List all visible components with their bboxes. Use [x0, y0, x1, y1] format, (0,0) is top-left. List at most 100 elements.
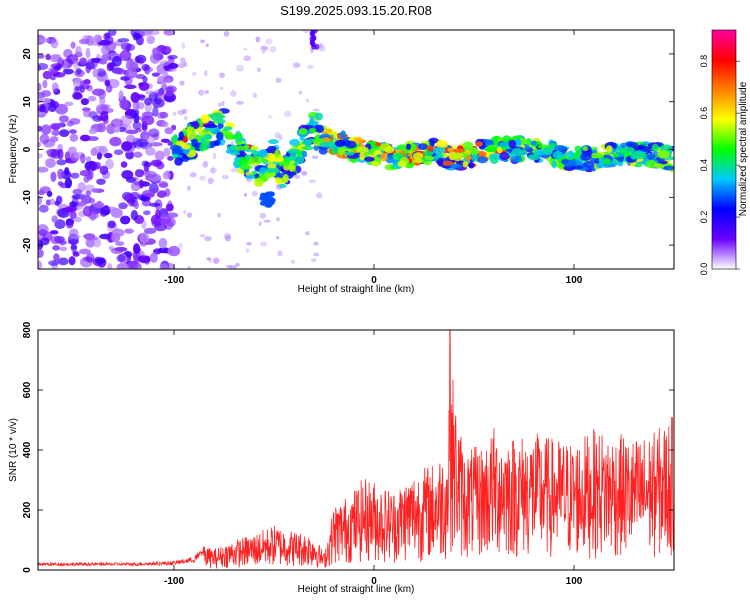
spectrogram-cell — [160, 138, 170, 143]
spectrogram-cell — [440, 160, 454, 166]
spectrogram-cell — [73, 216, 83, 223]
spectrogram-cell — [259, 212, 266, 219]
spectrogram-cell — [654, 163, 663, 169]
spectrogram-cell — [412, 152, 424, 160]
y-tick-label: 600 — [22, 381, 33, 398]
x-tick-label: -100 — [164, 576, 184, 587]
spectrogram-cell — [165, 203, 174, 212]
spectrogram-cell — [224, 235, 231, 242]
spectrogram-cell — [68, 256, 76, 266]
x-tick-label: -100 — [164, 275, 184, 286]
spectrogram-cell — [437, 157, 444, 167]
spectrogram-y-ticks: -20 -10 0 10 20 — [22, 48, 674, 252]
spectrogram-cell — [51, 123, 61, 131]
spectrogram-cell — [274, 149, 280, 158]
spectrogram-cell — [57, 203, 68, 209]
spectrogram-cell — [40, 237, 50, 246]
spectrogram-cell — [64, 167, 70, 176]
spectrogram-cell — [257, 149, 268, 158]
spectrogram-cell — [344, 151, 355, 156]
spectrogram-cell — [340, 130, 347, 140]
spectrogram-cell — [542, 147, 553, 156]
spectrogram-cell — [133, 201, 140, 210]
spectrogram-cell — [107, 220, 116, 229]
spectrogram-cell — [663, 165, 674, 171]
snr-panel: -100 0 100 0 200 400 600 800 Height of straigh… — [8, 321, 675, 595]
spectrogram-cell — [204, 69, 208, 77]
spectrogram-cell — [120, 115, 133, 126]
spectrogram-cell — [305, 230, 310, 236]
spectrogram-cell — [265, 167, 277, 173]
spectrogram-cell — [91, 148, 97, 156]
spectrogram-cell — [337, 146, 346, 156]
spectrogram-cell — [221, 174, 229, 180]
spectrogram-cell — [138, 81, 150, 92]
spectrogram-cell — [132, 32, 139, 41]
x-tick-label: 100 — [566, 576, 583, 587]
spectrogram-cell — [82, 205, 93, 217]
spectrogram-cell — [149, 202, 161, 207]
spectrogram-cell — [241, 165, 253, 170]
spectrogram-cell — [244, 153, 251, 162]
spectrogram-cell — [181, 108, 188, 114]
spectrogram-cell — [589, 152, 603, 159]
spectrogram-cell — [113, 126, 120, 133]
spectrogram-cell — [206, 257, 211, 261]
spectrogram-cell — [38, 125, 43, 132]
spectrogram-cell — [233, 133, 243, 141]
spectrogram-cell — [164, 127, 174, 135]
spectrogram-cell — [471, 154, 478, 162]
spectrogram-cell — [119, 99, 129, 110]
spectrogram-cell — [261, 200, 268, 206]
spectrogram-cell — [288, 164, 296, 172]
spectrogram-cell — [57, 181, 64, 186]
spectrogram-cell — [49, 230, 59, 235]
spectrogram-cell — [294, 155, 305, 165]
x-tick-label: 0 — [371, 275, 377, 286]
spectrogram-cell — [621, 146, 635, 153]
spectrogram-cell — [198, 89, 205, 96]
spectrogram-cell — [104, 158, 115, 170]
spectrogram-cell — [50, 171, 57, 182]
spectrogram-cell — [489, 153, 502, 160]
spectrogram-cell — [54, 219, 66, 230]
spectrogram-cell — [424, 155, 435, 161]
spectrogram-cell — [263, 219, 271, 223]
colorbar-label: Normalized spectral amplitude — [738, 81, 749, 216]
spectrogram-cell — [69, 201, 77, 207]
spectrogram-cell — [104, 152, 113, 159]
spectrogram-cell — [423, 150, 434, 157]
spectrogram-cell — [38, 62, 49, 71]
spectrogram-cell — [284, 110, 292, 118]
spectrogram-cell — [251, 170, 258, 176]
spectrogram-cell — [167, 155, 174, 161]
spectrogram-cell — [574, 145, 582, 153]
spectrogram-cell — [135, 138, 149, 148]
spectrogram-cell — [50, 76, 56, 81]
spectrogram-cell — [359, 151, 365, 161]
spectrogram-cell — [74, 86, 80, 91]
spectrogram-cell — [199, 175, 206, 182]
spectrogram-cell — [144, 30, 154, 35]
spectrogram-cell — [49, 198, 56, 206]
spectrogram-cell — [261, 49, 266, 54]
spectrogram-cell — [230, 168, 239, 173]
spectrogram-cell — [96, 178, 106, 185]
spectrogram-cell — [252, 150, 258, 158]
spectrogram-cell — [145, 90, 156, 95]
spectrogram-x-label: Height of straight line (km) — [298, 284, 415, 295]
spectrogram-cell — [646, 153, 656, 160]
spectrogram-cell — [212, 152, 217, 160]
spectrogram-cell — [282, 174, 289, 183]
spectrogram-cell — [66, 120, 74, 127]
colorbar-frame — [711, 29, 737, 270]
spectrogram-cell — [288, 171, 297, 176]
colorbar-tick-label: 0.6 — [699, 107, 709, 120]
spectrogram-cell — [117, 38, 130, 43]
x-tick-label: 100 — [566, 275, 583, 286]
spectrogram-cell — [554, 144, 567, 152]
y-tick-label: 10 — [22, 96, 33, 108]
spectrogram-cell — [64, 177, 73, 189]
spectrogram-cell — [334, 139, 346, 147]
